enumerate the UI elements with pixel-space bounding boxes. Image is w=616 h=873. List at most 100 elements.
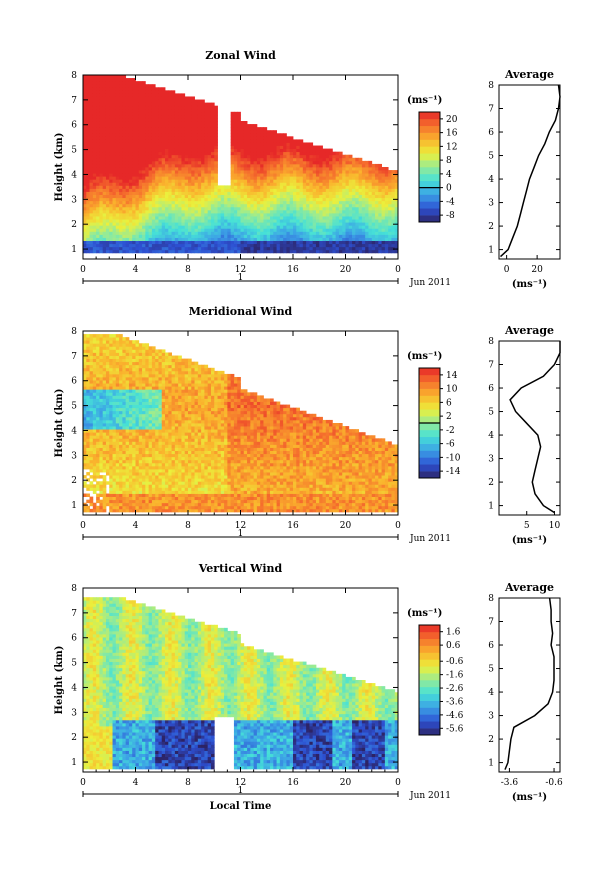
heatmap-cell (358, 225, 363, 229)
heatmap-cell (306, 179, 310, 183)
heatmap-cell (171, 200, 176, 205)
heatmap-cell (197, 163, 202, 168)
heatmap-cell (253, 148, 258, 153)
heatmap-cell (276, 228, 281, 232)
heatmap-cell (89, 117, 94, 122)
heatmap-cell (112, 392, 117, 396)
heatmap-cell (171, 197, 176, 202)
heatmap-cell (309, 228, 314, 232)
heatmap-cell (384, 200, 389, 205)
heatmap-cell (240, 216, 245, 220)
heatmap-cell (92, 355, 97, 359)
heatmap-cell (86, 499, 90, 504)
heatmap-cell (188, 127, 192, 131)
heatmap-cell (119, 231, 123, 235)
heatmap-cell (109, 438, 113, 442)
heatmap-cell (168, 145, 172, 149)
heatmap-cell (122, 478, 127, 482)
heatmap-cell (270, 188, 274, 192)
heatmap-cell (83, 367, 87, 372)
heatmap-cell (358, 206, 363, 211)
heatmap-cell (371, 185, 376, 189)
heatmap-cell (135, 216, 140, 220)
heatmap-cell (365, 240, 369, 245)
heatmap-cell (174, 127, 179, 131)
heatmap-cell (365, 228, 369, 232)
heatmap-cell (194, 200, 199, 205)
heatmap-cell (155, 200, 159, 205)
heatmap-cell (210, 151, 215, 156)
heatmap-cell (194, 130, 199, 134)
heatmap-cell (348, 163, 353, 168)
heatmap-cell (178, 213, 182, 217)
heatmap-cell (119, 160, 123, 165)
heatmap-cell (99, 358, 104, 363)
heatmap-cell (296, 243, 300, 248)
heatmap-cell (86, 423, 90, 427)
heatmap-cell (102, 459, 107, 464)
heatmap-cell (197, 240, 202, 245)
heatmap-cell (345, 194, 350, 199)
heatmap-cell (312, 225, 317, 229)
heatmap-cell (250, 151, 255, 156)
heatmap-cell (283, 154, 287, 159)
heatmap-cell (207, 206, 212, 211)
heatmap-cell (256, 200, 261, 205)
heatmap-cell (391, 188, 396, 192)
heatmap-cell (207, 151, 212, 156)
average-y-tick-label: 7 (488, 105, 494, 115)
heatmap-cell (86, 484, 90, 488)
heatmap-cell (145, 179, 150, 183)
heatmap-cell (191, 191, 195, 195)
heatmap-cell (191, 139, 195, 143)
heatmap-cell (92, 157, 97, 162)
heatmap-cell (112, 481, 117, 485)
heatmap-cell (109, 334, 113, 338)
heatmap-cell (122, 145, 127, 149)
heatmap-cell (96, 75, 100, 79)
heatmap-cell (168, 200, 172, 205)
heatmap-cell (138, 163, 143, 168)
heatmap-cell (109, 167, 113, 171)
heatmap-cell (315, 179, 320, 183)
heatmap-cell (109, 395, 113, 399)
heatmap-cell (302, 151, 307, 156)
heatmap-cell (197, 105, 202, 110)
heatmap-cell (312, 163, 317, 168)
heatmap-cell (83, 419, 87, 424)
heatmap-cell (201, 124, 205, 128)
heatmap-cell (115, 93, 120, 97)
heatmap-cell (289, 240, 294, 245)
heatmap-cell (102, 441, 107, 445)
heatmap-cell (105, 84, 110, 88)
heatmap-cell (279, 216, 284, 220)
heatmap-cell (86, 478, 90, 482)
heatmap-cell (142, 246, 146, 251)
heatmap-cell (92, 90, 97, 94)
heatmap-cell (181, 105, 186, 110)
heatmap-cell (384, 185, 389, 189)
heatmap-cell (135, 188, 140, 192)
heatmap-cell (260, 246, 264, 251)
heatmap-cell (135, 209, 140, 214)
heatmap-cell (237, 176, 241, 180)
heatmap-cell (342, 170, 346, 174)
heatmap-cell (83, 231, 87, 235)
heatmap-cell (86, 206, 90, 211)
heatmap-cell (112, 337, 117, 341)
heatmap-cell (243, 231, 248, 235)
heatmap-cell (128, 157, 133, 162)
heatmap-cell (99, 219, 104, 223)
heatmap-cell (89, 380, 94, 384)
heatmap-cell (338, 243, 343, 248)
heatmap-cell (384, 249, 389, 254)
heatmap-cell (138, 213, 143, 217)
heatmap-cell (161, 142, 166, 146)
heatmap-cell (151, 167, 156, 171)
heatmap-cell (158, 151, 163, 156)
heatmap-cell (165, 185, 169, 189)
heatmap-cell (83, 225, 87, 229)
heatmap-cell (335, 249, 340, 254)
heatmap-cell (207, 105, 212, 110)
heatmap-cell (155, 246, 159, 251)
